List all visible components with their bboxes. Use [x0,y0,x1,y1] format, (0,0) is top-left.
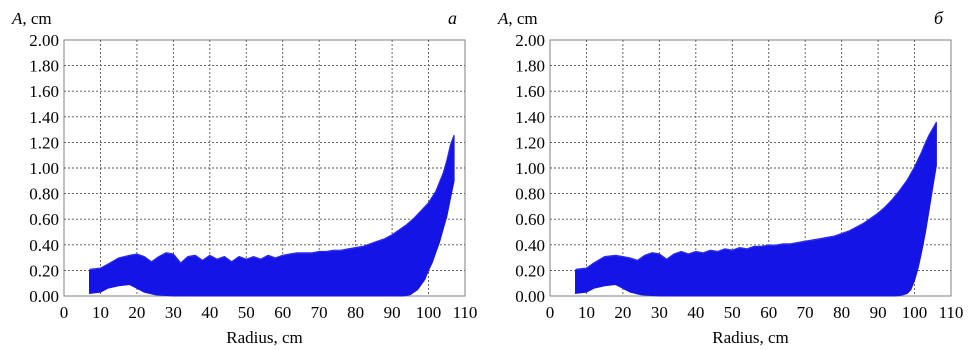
y-tick-label: 1.00 [29,159,59,178]
chart-svg: 0 10 20 30 40 50 60 70 80 90 100 110 0.00 0.20 0.40 0.6… [11,8,478,347]
x-tick-label: 70 [311,303,328,322]
y-axis-symbol: A [11,9,23,28]
chart-svg: 0 10 20 30 40 50 60 70 80 90 100 110 0.00 0.20 0.40 0.6… [497,8,964,347]
x-tick-label: 10 [578,303,595,322]
y-tick-label: 1.80 [515,57,545,76]
x-tick-label: 70 [797,303,814,322]
x-tick-label: 90 [870,303,887,322]
y-tick-label: 0.60 [29,210,59,229]
y-tick-label: 1.20 [29,133,59,152]
x-tick-label: 40 [201,303,218,322]
y-axis-symbol: A [497,9,509,28]
x-axis-label: Radius, cm [226,328,303,347]
y-tick-label: 0.40 [29,236,59,255]
x-tick-label: 110 [453,303,478,322]
x-tick-label: 50 [724,303,741,322]
y-tick-label: 0.00 [29,287,59,306]
x-tick-label: 100 [902,303,928,322]
y-tick-label: 0.80 [29,185,59,204]
x-tick-label: 0 [546,303,555,322]
y-tick-label: 1.80 [29,57,59,76]
x-tick-label: 20 [128,303,145,322]
y-tick-label: 1.20 [515,133,545,152]
y-tick-label: 2.00 [515,31,545,50]
x-tick-label: 40 [687,303,704,322]
upper-envelope-line [575,121,937,270]
amplitude-envelope-area [575,121,937,297]
y-tick-label: 0.60 [515,210,545,229]
chart-panel-a: 0 10 20 30 40 50 60 70 80 90 100 110 0.00 0.20 0.40 0.6… [0,0,485,350]
y-tick-label: 0.20 [29,261,59,280]
x-tick-label: 60 [274,303,291,322]
panel-label: a [448,8,457,28]
y-tick-label: 2.00 [29,31,59,50]
upper-envelope-line [89,134,455,270]
x-tick-label: 30 [165,303,182,322]
y-tick-label: 0.80 [515,185,545,204]
y-axis-label: A, cm [497,9,538,28]
y-tick-label: 1.00 [515,159,545,178]
x-axis-label: Radius, cm [712,328,789,347]
x-tick-label: 10 [92,303,109,322]
y-axis-label: A, cm [11,9,52,28]
y-tick-label: 1.40 [29,108,59,127]
y-tick-label: 1.60 [29,82,59,101]
x-tick-label: 80 [833,303,850,322]
y-tick-label: 0.00 [515,287,545,306]
x-tick-label: 50 [238,303,255,322]
x-tick-label: 100 [416,303,442,322]
y-axis-unit: , cm [508,9,537,28]
y-tick-label: 0.20 [515,261,545,280]
x-tick-label: 110 [939,303,964,322]
y-tick-label: 1.40 [515,108,545,127]
x-tick-label: 80 [347,303,364,322]
x-tick-label: 90 [384,303,401,322]
amplitude-envelope-area [89,135,455,297]
y-tick-label: 0.40 [515,236,545,255]
x-tick-label: 60 [760,303,777,322]
x-tick-label: 30 [651,303,668,322]
x-tick-label: 20 [614,303,631,322]
y-tick-label: 1.60 [515,82,545,101]
chart-panel-b: 0 10 20 30 40 50 60 70 80 90 100 110 0.00 0.20 0.40 0.6… [486,0,971,350]
x-tick-label: 0 [60,303,69,322]
panel-label: б [934,8,944,28]
y-axis-unit: , cm [22,9,51,28]
